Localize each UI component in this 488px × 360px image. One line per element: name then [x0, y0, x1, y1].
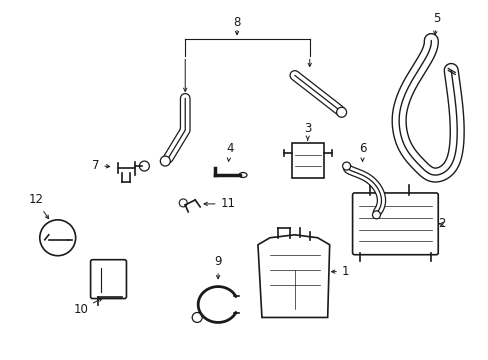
Text: 5: 5 — [433, 12, 440, 35]
Bar — [291, 143, 323, 178]
Circle shape — [160, 156, 170, 166]
Ellipse shape — [239, 172, 246, 177]
Text: 11: 11 — [203, 197, 235, 210]
Text: 12: 12 — [28, 193, 48, 219]
Circle shape — [192, 312, 202, 323]
Circle shape — [372, 211, 380, 219]
Text: 1: 1 — [331, 265, 348, 278]
Circle shape — [336, 107, 346, 117]
Text: 6: 6 — [358, 141, 366, 161]
Text: 10: 10 — [73, 298, 102, 316]
Text: 8: 8 — [233, 16, 240, 29]
Text: 9: 9 — [214, 255, 222, 279]
Text: 3: 3 — [304, 122, 311, 140]
Circle shape — [342, 162, 350, 170]
Text: 2: 2 — [438, 217, 445, 230]
Text: 4: 4 — [226, 141, 233, 161]
Circle shape — [139, 161, 149, 171]
Text: 7: 7 — [92, 158, 109, 172]
